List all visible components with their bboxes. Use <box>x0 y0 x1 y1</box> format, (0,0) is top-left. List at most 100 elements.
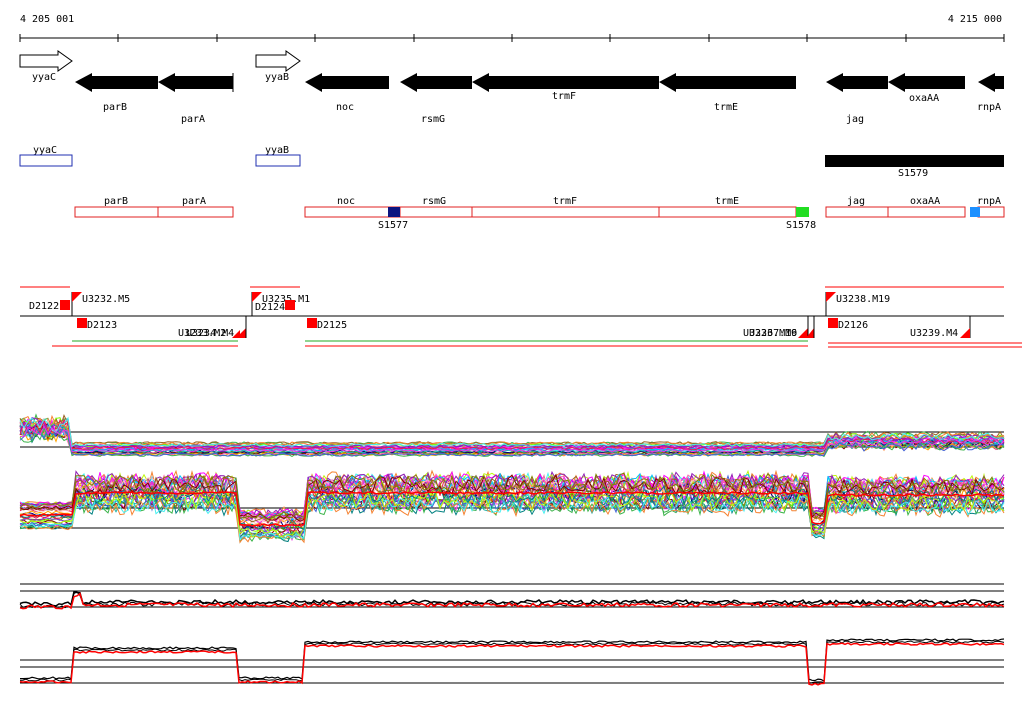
feature-U3237[interactable]: U3237.M9 <box>749 316 815 339</box>
feature-U3236-flag[interactable] <box>798 328 808 338</box>
box-oxaAA[interactable]: oxaAA <box>887 196 966 218</box>
summary-track-lower <box>19 638 1005 686</box>
feature-U3234[interactable]: U3234.M4 <box>186 328 240 339</box>
transcript-feature-track: D2122 U3232.M5 D2123 U3233.M2 U3234.M4 U… <box>20 286 1022 348</box>
gene-yyaC[interactable]: yyaC <box>19 50 73 83</box>
feature-U3232-label: U3232.M5 <box>82 294 130 305</box>
feature-U3238-label: U3238.M19 <box>836 294 890 305</box>
box-parA-rect[interactable] <box>157 206 234 218</box>
feature-U3239[interactable]: U3239.M4 <box>910 316 971 339</box>
box-parB-label: parB <box>104 196 128 207</box>
gene-noc-label: noc <box>336 102 354 113</box>
rnpA-marker[interactable] <box>970 207 980 217</box>
feature-U3237-flag[interactable] <box>806 328 814 338</box>
ruler-start-label: 4 205 001 <box>20 14 74 25</box>
box-trmF[interactable]: trmF <box>471 196 660 218</box>
sample-signal-line <box>19 474 1005 524</box>
box-yyaB-rect[interactable] <box>255 154 301 167</box>
gene-trmF-label: trmF <box>552 91 576 102</box>
feature-D2125[interactable]: D2125 <box>307 318 347 331</box>
feature-D2123-label: D2123 <box>87 320 117 331</box>
feature-U3238[interactable]: U3238.M19 <box>825 292 890 316</box>
gene-noc[interactable]: noc <box>305 73 389 113</box>
feature-D2123-marker[interactable] <box>77 318 87 328</box>
feature-D2125-marker[interactable] <box>307 318 317 328</box>
gene-parA-arrow[interactable] <box>158 73 233 92</box>
box-oxaAA-rect[interactable] <box>887 206 966 218</box>
box-trmE[interactable]: trmE <box>658 196 797 218</box>
gene-parB-arrow[interactable] <box>75 73 158 92</box>
box-noc[interactable]: noc <box>304 196 401 218</box>
marker-S1577-square[interactable] <box>388 207 400 217</box>
box-parB-rect[interactable] <box>74 206 159 218</box>
feature-D2125-label: D2125 <box>317 320 347 331</box>
feature-D2124-marker[interactable] <box>285 300 295 310</box>
gene-rsmG-arrow[interactable] <box>400 73 472 92</box>
feature-D2122-marker[interactable] <box>60 300 70 310</box>
marker-S1578[interactable]: S1578 <box>786 207 816 231</box>
box-rnpA-rect[interactable] <box>977 206 1005 218</box>
ruler-end-label: 4 215 000 <box>948 14 1002 25</box>
box-trmF-rect[interactable] <box>471 206 660 218</box>
gene-yyaB[interactable]: yyaB <box>255 50 301 83</box>
feature-D2126[interactable]: D2126 <box>828 318 868 331</box>
box-trmE-rect[interactable] <box>658 206 797 218</box>
marker-S1577[interactable]: S1577 <box>378 207 408 231</box>
feature-U3234-flag[interactable] <box>232 330 240 338</box>
box-noc-rect[interactable] <box>304 206 401 218</box>
sample-signal-line <box>19 426 1005 457</box>
feature-D2126-marker[interactable] <box>828 318 838 328</box>
feature-D2124[interactable]: D2124 <box>255 300 295 313</box>
marker-S1578-square[interactable] <box>796 207 809 217</box>
gene-trmF[interactable]: trmF <box>472 73 659 102</box>
box-jag-rect[interactable] <box>825 206 889 218</box>
gene-trmE-arrow[interactable] <box>659 73 796 92</box>
summary-signal-line <box>19 642 1005 686</box>
feature-U3238-flag[interactable] <box>826 292 836 302</box>
box-yyaC-rect[interactable] <box>19 154 73 167</box>
annotation-box-track: yyaC yyaB S1579 parB parA noc <box>19 145 1005 231</box>
gene-oxaAA[interactable]: oxaAA <box>888 73 965 104</box>
summary-signal-line <box>19 592 1005 610</box>
region-S1579-bar[interactable] <box>825 155 1004 167</box>
feature-D2122[interactable]: D2122 <box>29 300 70 312</box>
box-noc-label: noc <box>337 196 355 207</box>
feature-D2123[interactable]: D2123 <box>77 318 117 331</box>
box-rsmG-rect[interactable] <box>399 206 473 218</box>
box-jag[interactable]: jag <box>825 196 889 218</box>
gene-rnpA-arrow[interactable] <box>978 73 1004 92</box>
gene-rsmG[interactable]: rsmG <box>400 73 472 125</box>
gene-trmE[interactable]: trmE <box>659 73 796 113</box>
gene-yyaC-arrow[interactable] <box>19 50 73 72</box>
gene-oxaAA-arrow[interactable] <box>888 73 965 92</box>
box-yyaC[interactable]: yyaC <box>19 145 73 167</box>
feature-U3232-flag[interactable] <box>72 292 82 302</box>
feature-D2126-label: D2126 <box>838 320 868 331</box>
feature-U3235-flag[interactable] <box>252 292 262 302</box>
gene-jag-arrow[interactable] <box>826 73 888 92</box>
gene-rnpA[interactable]: rnpA <box>977 73 1004 113</box>
box-rnpA[interactable]: rnpA <box>970 196 1005 218</box>
feature-U3232[interactable]: U3232.M5 <box>71 292 130 316</box>
gene-yyaB-arrow[interactable] <box>255 50 301 72</box>
box-parB[interactable]: parB <box>74 196 159 218</box>
feature-U3239-flag[interactable] <box>960 328 970 338</box>
gene-parA[interactable]: parA <box>158 73 234 125</box>
box-rsmG[interactable]: rsmG <box>399 196 473 218</box>
signal-track-upper <box>19 413 1005 458</box>
box-parA[interactable]: parA <box>157 196 234 218</box>
gene-noc-arrow[interactable] <box>305 73 389 92</box>
gene-jag[interactable]: jag <box>826 73 888 125</box>
marker-S1578-label: S1578 <box>786 220 816 231</box>
summary-signal-line <box>19 590 1005 607</box>
gene-oxaAA-label: oxaAA <box>909 93 939 104</box>
feature-U3235[interactable]: U3235.M1 <box>251 292 310 316</box>
reference-signal-line <box>19 491 1005 527</box>
gene-parB[interactable]: parB <box>75 73 158 113</box>
feature-U3236[interactable]: U3236.M16 <box>743 316 809 339</box>
box-yyaB[interactable]: yyaB <box>255 145 301 167</box>
region-S1579[interactable]: S1579 <box>825 155 1004 179</box>
gene-trmF-arrow[interactable] <box>472 73 659 92</box>
summary-track-upper <box>19 583 1005 610</box>
